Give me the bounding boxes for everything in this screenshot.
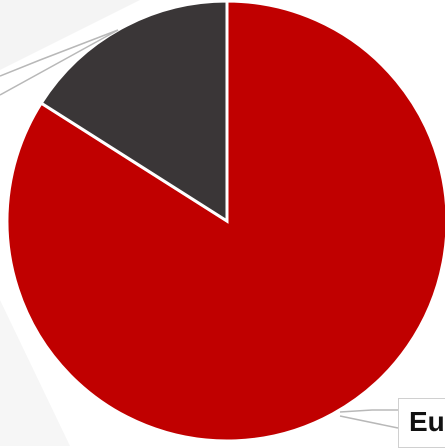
leader-line-3	[0, 29, 119, 96]
pie-slices	[5, 0, 445, 443]
leader-lines	[0, 29, 399, 429]
leader-line-2	[0, 29, 119, 77]
data-label-europe: Eu	[398, 398, 445, 448]
pie-slice-1	[39, 0, 229, 224]
leader-line-1	[339, 415, 399, 429]
leader-line-0	[339, 409, 398, 413]
